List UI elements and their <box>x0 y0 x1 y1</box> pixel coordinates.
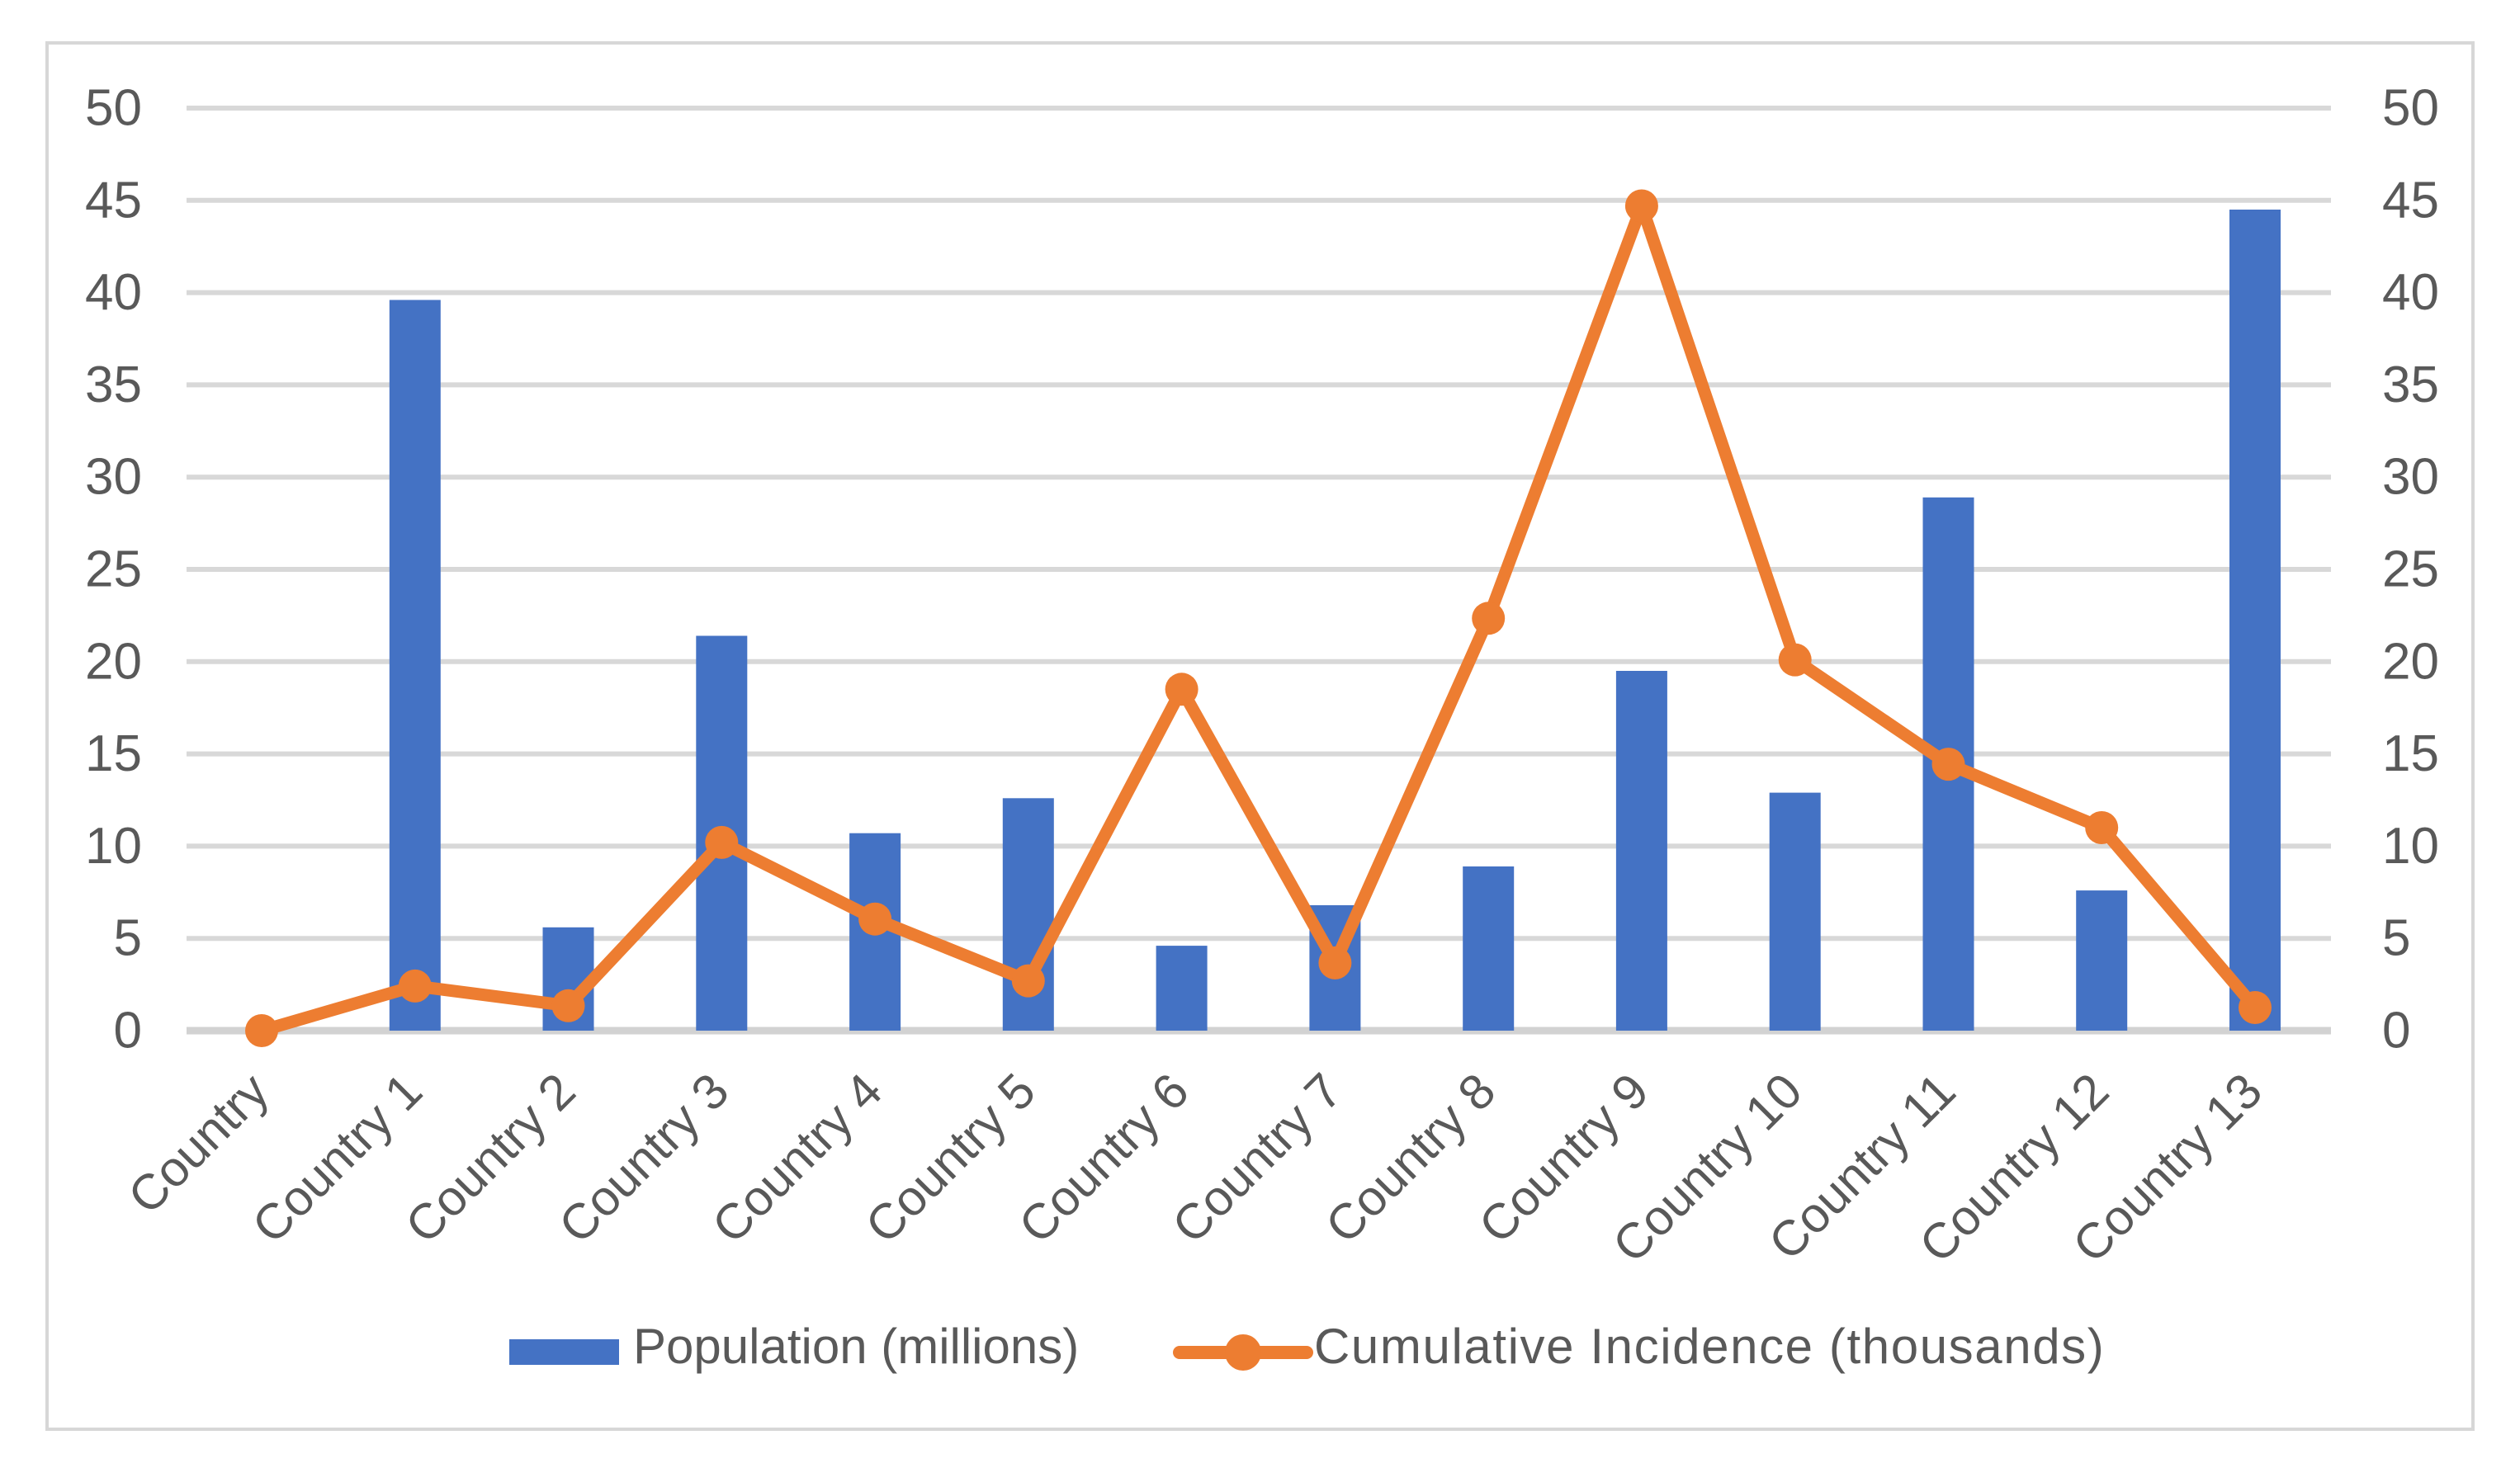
svg-text:30: 30 <box>85 449 142 506</box>
svg-text:45: 45 <box>2382 172 2439 229</box>
svg-text:Population (millions): Population (millions) <box>633 1319 1079 1374</box>
svg-text:5: 5 <box>114 910 142 967</box>
svg-text:5: 5 <box>2382 910 2410 967</box>
svg-text:20: 20 <box>85 633 142 690</box>
svg-text:45: 45 <box>85 172 142 229</box>
svg-text:25: 25 <box>85 541 142 598</box>
svg-text:30: 30 <box>2382 449 2439 506</box>
svg-text:0: 0 <box>2382 1003 2410 1060</box>
svg-text:50: 50 <box>2382 80 2439 137</box>
svg-text:0: 0 <box>114 1003 142 1060</box>
svg-text:Cumulative Incidence (thousand: Cumulative Incidence (thousands) <box>1314 1319 2105 1374</box>
svg-text:25: 25 <box>2382 541 2439 598</box>
svg-text:20: 20 <box>2382 633 2439 690</box>
svg-text:35: 35 <box>2382 356 2439 413</box>
svg-text:40: 40 <box>2382 264 2439 321</box>
svg-text:15: 15 <box>85 725 142 782</box>
svg-text:10: 10 <box>85 818 142 875</box>
svg-text:35: 35 <box>85 356 142 413</box>
svg-text:40: 40 <box>85 264 142 321</box>
svg-text:50: 50 <box>85 80 142 137</box>
svg-text:15: 15 <box>2382 725 2439 782</box>
svg-text:10: 10 <box>2382 818 2439 875</box>
